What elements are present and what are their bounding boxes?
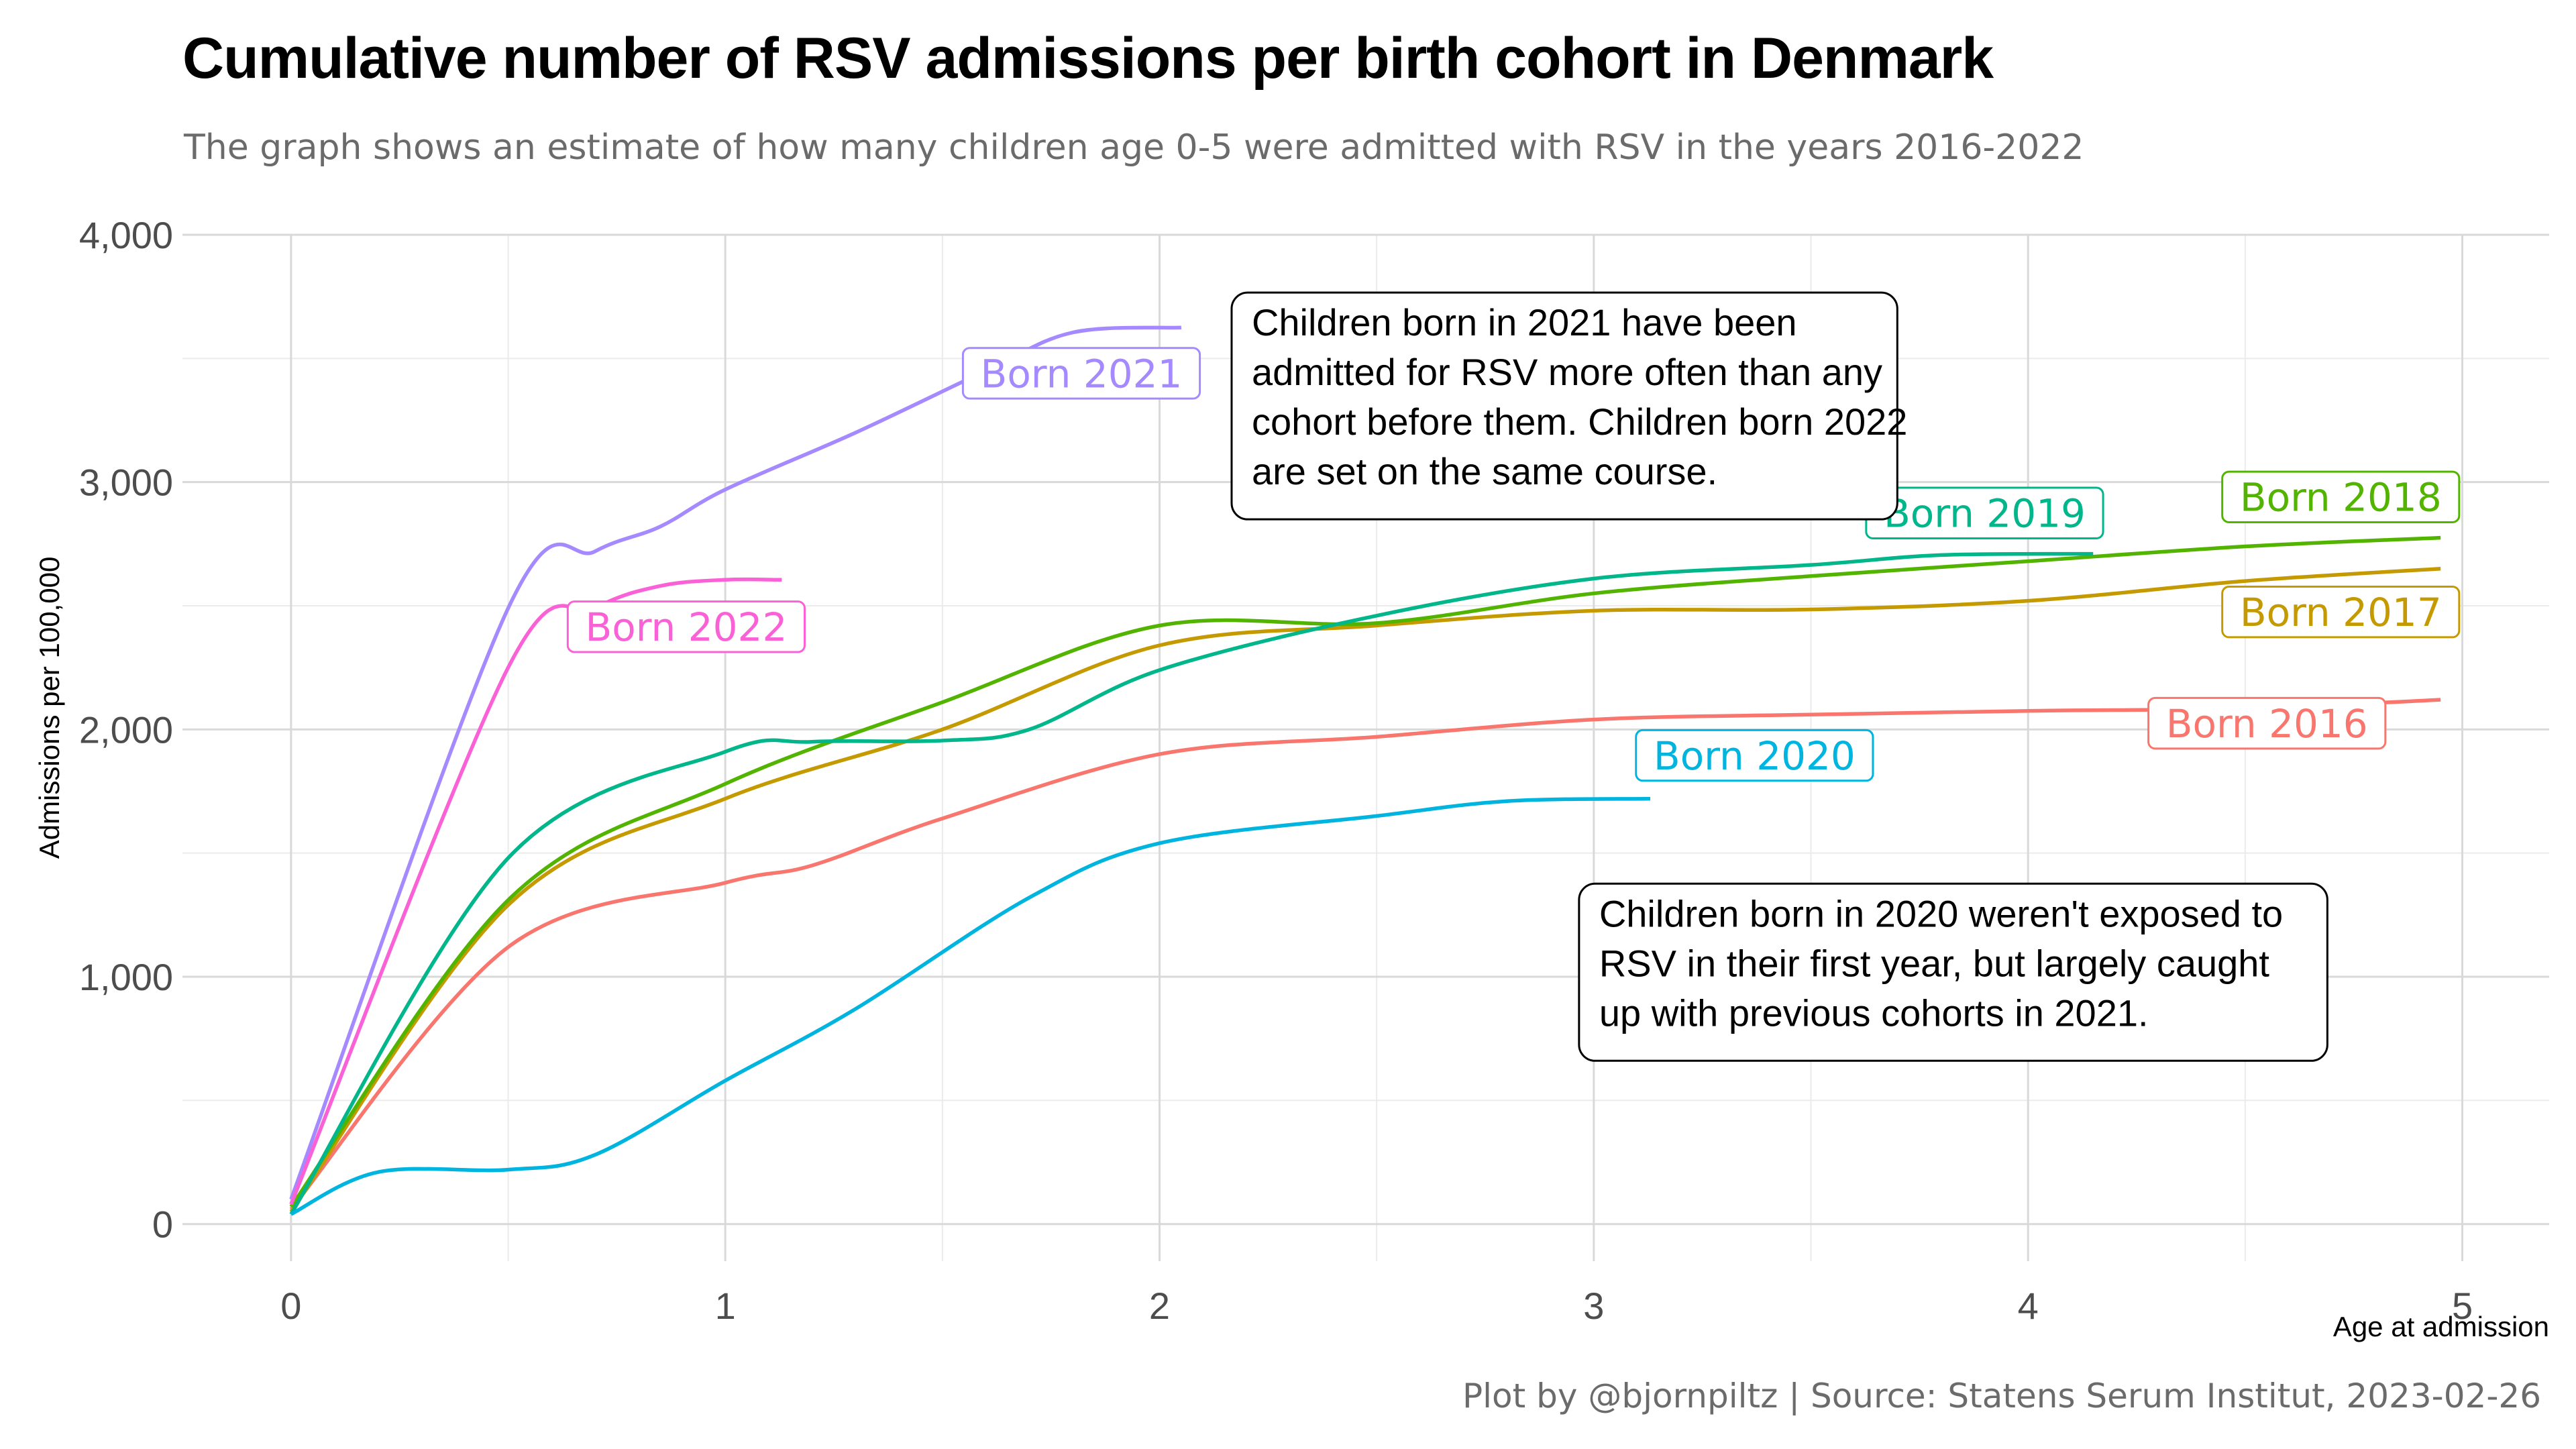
annotation-box-1: [1230, 291, 1898, 521]
x-axis-title: Age at admission: [2333, 1311, 2549, 1342]
annotation-box-2: [1578, 882, 2328, 1062]
series-label-born-2018: Born 2018: [2240, 475, 2442, 521]
y-tick-label: 4,000: [79, 214, 173, 256]
y-axis-title: Admissions per 100,000: [34, 557, 65, 859]
series-line-born-2019: [289, 551, 2094, 1216]
series-line-born-2018: [289, 535, 2441, 1208]
series-label-box-born-2017: [2221, 586, 2461, 639]
y-tick-label: 3,000: [79, 462, 173, 504]
series-label-born-2020: Born 2020: [1654, 733, 1856, 779]
x-tick-label: 2: [1149, 1285, 1170, 1327]
series-line-born-2020: [290, 796, 1651, 1216]
series-label-box-born-2020: [1635, 729, 1874, 782]
series-line-born-2016: [289, 698, 2441, 1211]
x-tick-label: 1: [715, 1285, 736, 1327]
annotation-text-1: Children born in 2021 have been admitted …: [1252, 301, 1907, 492]
chart-caption: Plot by @bjornpiltz | Source: Statens Se…: [1462, 1377, 2541, 1415]
x-tick-label: 3: [1583, 1285, 1604, 1327]
x-tick-label: 4: [2018, 1285, 2039, 1327]
series-label-box-born-2021: [961, 347, 1201, 400]
series-label-box-born-2016: [2147, 696, 2387, 750]
x-tick-label: 0: [280, 1285, 301, 1327]
series-line-born-2017: [289, 566, 2441, 1213]
x-tick-label: 5: [2452, 1285, 2473, 1327]
chart-title: Cumulative number of RSV admissions per …: [182, 26, 1994, 91]
y-tick-label: 1,000: [79, 956, 173, 998]
y-tick-label: 0: [152, 1203, 173, 1246]
series-label-box-born-2018: [2221, 470, 2461, 523]
annotation-text-2: Children born in 2020 weren't exposed to…: [1599, 892, 2283, 1034]
series-label-born-2017: Born 2017: [2240, 590, 2442, 635]
chart-subtitle: The graph shows an estimate of how many …: [184, 127, 2084, 168]
series-line-born-2021: [289, 325, 1182, 1200]
series-label-box-born-2022: [566, 600, 806, 653]
series-label-born-2022: Born 2022: [585, 604, 787, 650]
y-tick-label: 2,000: [79, 708, 173, 751]
series-label-born-2019: Born 2019: [1884, 491, 2086, 537]
series-label-born-2021: Born 2021: [981, 351, 1183, 396]
series-label-born-2016: Born 2016: [2166, 701, 2368, 747]
